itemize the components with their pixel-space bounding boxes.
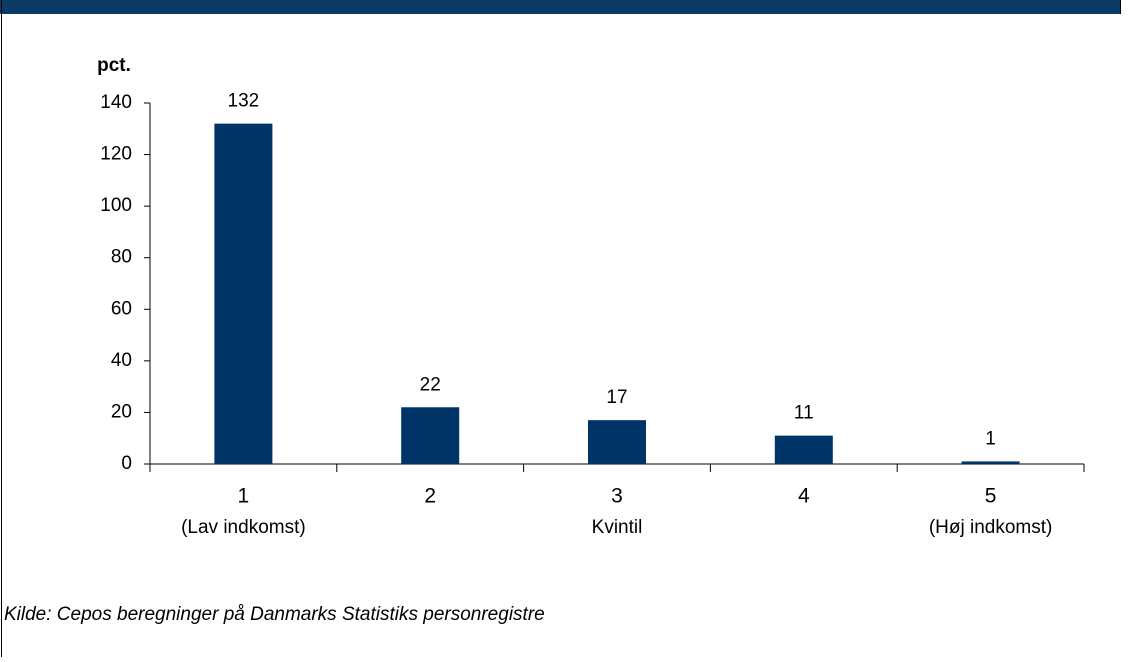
category-note: (Lav indkomst) bbox=[181, 517, 306, 538]
y-tick-label: 140 bbox=[100, 92, 132, 113]
x-tick-label: 5 bbox=[985, 485, 997, 508]
x-axis-label: Kvintil bbox=[592, 517, 643, 538]
bar bbox=[214, 123, 273, 464]
data-label: 132 bbox=[228, 91, 260, 112]
y-tick-label: 0 bbox=[121, 453, 132, 474]
header-band bbox=[0, 0, 1121, 14]
bar bbox=[774, 435, 833, 464]
source-note: Kilde: Cepos beregninger på Danmarks Sta… bbox=[4, 604, 545, 625]
x-tick-label: 1 bbox=[238, 485, 250, 508]
y-tick-label: 120 bbox=[100, 144, 132, 165]
bar bbox=[401, 407, 460, 464]
category-note: (Høj indkomst) bbox=[929, 517, 1053, 538]
y-tick-label: 100 bbox=[100, 195, 132, 216]
bar bbox=[961, 461, 1020, 464]
y-tick-label: 40 bbox=[111, 350, 132, 371]
data-label: 22 bbox=[420, 374, 441, 395]
x-tick-label: 4 bbox=[798, 485, 810, 508]
x-tick-label: 3 bbox=[611, 485, 623, 508]
data-label: 17 bbox=[606, 387, 627, 408]
data-label: 11 bbox=[794, 403, 814, 424]
y-tick-label: 60 bbox=[111, 298, 132, 319]
x-tick-label: 2 bbox=[424, 485, 436, 508]
bar bbox=[588, 420, 646, 464]
y-tick-label: 20 bbox=[111, 401, 132, 422]
data-label: 1 bbox=[985, 428, 996, 449]
y-tick-label: 80 bbox=[111, 247, 132, 268]
y-axis-label: pct. bbox=[97, 55, 131, 76]
